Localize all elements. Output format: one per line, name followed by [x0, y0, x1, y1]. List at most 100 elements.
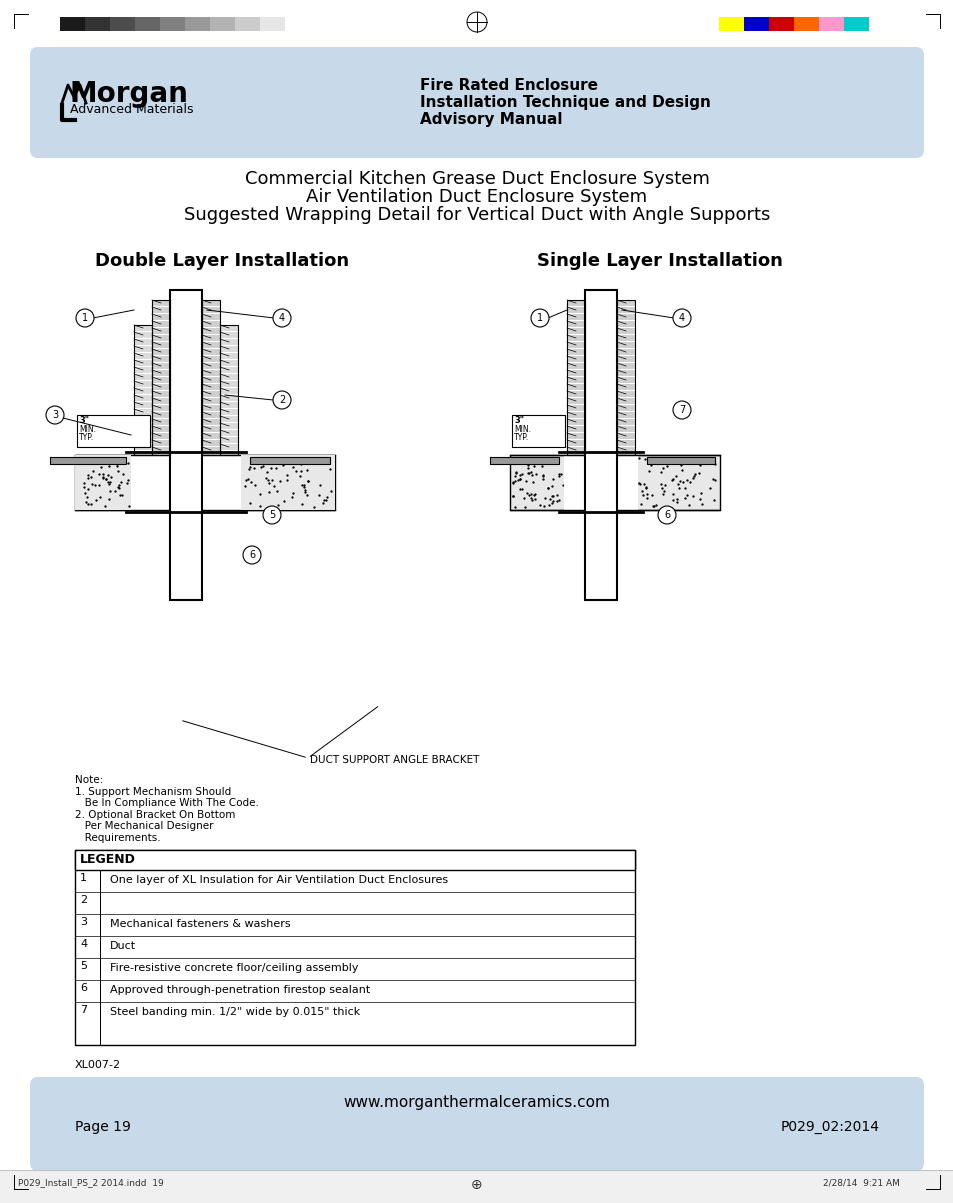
Text: 6: 6: [663, 510, 669, 520]
Polygon shape: [202, 349, 220, 355]
Polygon shape: [566, 440, 584, 446]
Polygon shape: [152, 440, 170, 446]
Bar: [160, 17, 185, 31]
Polygon shape: [202, 440, 220, 446]
Text: 1: 1: [80, 873, 87, 883]
Polygon shape: [152, 398, 170, 404]
Polygon shape: [133, 395, 152, 401]
Text: 6: 6: [249, 550, 254, 561]
Polygon shape: [152, 433, 170, 439]
Polygon shape: [202, 328, 220, 334]
Polygon shape: [617, 363, 635, 369]
Polygon shape: [152, 391, 170, 397]
Text: 1: 1: [82, 313, 88, 322]
Polygon shape: [220, 402, 237, 408]
Polygon shape: [133, 332, 152, 338]
Polygon shape: [566, 321, 584, 327]
Circle shape: [672, 401, 690, 419]
Text: 2/28/14  9:21 AM: 2/28/14 9:21 AM: [822, 1178, 899, 1187]
Text: 1: 1: [537, 313, 542, 322]
Bar: [210, 17, 234, 31]
Circle shape: [273, 309, 291, 327]
Text: 2: 2: [278, 395, 285, 405]
Polygon shape: [202, 433, 220, 439]
Polygon shape: [202, 300, 220, 306]
Polygon shape: [133, 325, 152, 331]
Polygon shape: [152, 419, 170, 425]
Text: Steel banding min. 1/2" wide by 0.015" thick: Steel banding min. 1/2" wide by 0.015" t…: [110, 1007, 360, 1017]
Text: Double Layer Installation: Double Layer Installation: [95, 251, 349, 269]
Polygon shape: [220, 367, 237, 373]
Bar: [85, 17, 110, 31]
Circle shape: [46, 405, 64, 423]
Text: Advisory Manual: Advisory Manual: [419, 112, 562, 128]
Bar: [241, 455, 335, 510]
Bar: [220, 325, 237, 455]
Polygon shape: [202, 448, 220, 454]
Polygon shape: [220, 395, 237, 401]
Bar: [60, 17, 85, 31]
Polygon shape: [152, 342, 170, 348]
Polygon shape: [133, 360, 152, 366]
Polygon shape: [566, 448, 584, 454]
Polygon shape: [566, 377, 584, 383]
Bar: [719, 17, 743, 31]
Text: 5: 5: [269, 510, 274, 520]
Bar: [185, 17, 210, 31]
Bar: [234, 17, 260, 31]
Bar: [843, 17, 868, 31]
Circle shape: [531, 309, 548, 327]
Polygon shape: [202, 426, 220, 432]
Polygon shape: [566, 342, 584, 348]
Text: 3": 3": [514, 416, 523, 425]
Polygon shape: [202, 321, 220, 327]
Bar: [75, 851, 635, 870]
Polygon shape: [202, 371, 220, 377]
Polygon shape: [617, 371, 635, 377]
Polygon shape: [566, 334, 584, 340]
Polygon shape: [152, 371, 170, 377]
Polygon shape: [133, 416, 152, 422]
Circle shape: [263, 506, 281, 525]
Text: Suggested Wrapping Detail for Vertical Duct with Angle Supports: Suggested Wrapping Detail for Vertical D…: [184, 206, 769, 224]
Bar: [75, 455, 335, 510]
Polygon shape: [617, 448, 635, 454]
Polygon shape: [566, 371, 584, 377]
Bar: [584, 290, 617, 600]
Text: Advanced Materials: Advanced Materials: [70, 103, 193, 115]
Polygon shape: [617, 419, 635, 425]
Polygon shape: [566, 398, 584, 404]
Bar: [170, 290, 202, 600]
Polygon shape: [617, 314, 635, 320]
Polygon shape: [220, 437, 237, 443]
Polygon shape: [133, 429, 152, 435]
Text: Single Layer Installation: Single Layer Installation: [537, 251, 782, 269]
Polygon shape: [220, 423, 237, 429]
Polygon shape: [566, 419, 584, 425]
Polygon shape: [152, 328, 170, 334]
Text: 5: 5: [80, 961, 87, 971]
Text: Page 19: Page 19: [75, 1120, 131, 1134]
Bar: [818, 17, 843, 31]
Text: Note:
1. Support Mechanism Should
   Be In Compliance With The Code.
2. Optional: Note: 1. Support Mechanism Should Be In …: [75, 775, 258, 843]
Polygon shape: [220, 444, 237, 450]
Polygon shape: [617, 300, 635, 306]
Bar: [131, 455, 241, 510]
Text: Air Ventilation Duct Enclosure System: Air Ventilation Duct Enclosure System: [306, 188, 647, 206]
Text: 6: 6: [80, 983, 87, 992]
Text: P029_02:2014: P029_02:2014: [781, 1120, 879, 1134]
Text: Duct: Duct: [110, 941, 136, 952]
Polygon shape: [220, 409, 237, 415]
Text: 3: 3: [80, 917, 87, 928]
Text: www.morganthermalceramics.com: www.morganthermalceramics.com: [343, 1095, 610, 1110]
Bar: [260, 17, 285, 31]
Bar: [50, 457, 126, 464]
Polygon shape: [202, 307, 220, 313]
FancyBboxPatch shape: [30, 47, 923, 158]
Polygon shape: [202, 342, 220, 348]
Text: XL007-2: XL007-2: [75, 1060, 121, 1069]
Text: Mechanical fasteners & washers: Mechanical fasteners & washers: [110, 919, 291, 929]
Polygon shape: [220, 360, 237, 366]
Polygon shape: [133, 381, 152, 387]
Polygon shape: [617, 328, 635, 334]
